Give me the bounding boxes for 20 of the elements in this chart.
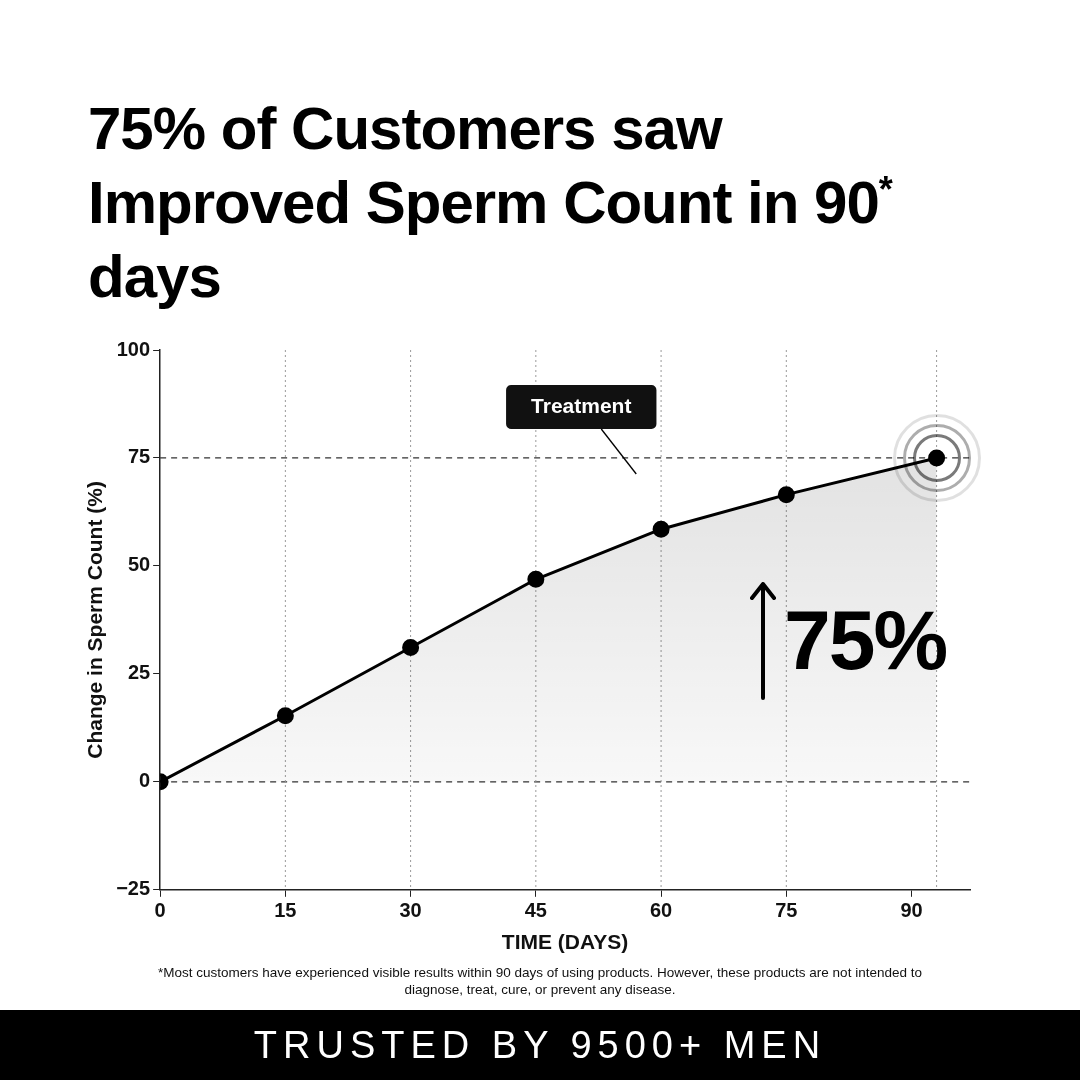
x-tick-label: 30 bbox=[399, 899, 422, 922]
y-tick-label: 0 bbox=[139, 769, 151, 792]
y-tick-label: 25 bbox=[127, 661, 151, 684]
y-tick-label: 75 bbox=[127, 445, 151, 468]
x-tick-label: 0 bbox=[154, 899, 166, 922]
text: TRUSTED BY 9500+ MEN bbox=[0, 1010, 1080, 1080]
x-tick-label: 90 bbox=[900, 899, 923, 922]
x-tick-label: 75 bbox=[775, 899, 798, 922]
annotation: Treatment bbox=[531, 393, 632, 417]
text: *Most customers have experienced visible results within 90 days of using products. However, these products are not intended to diagnose, treat, cure, or prevent any disease. bbox=[157, 964, 923, 998]
x-tick-label: 15 bbox=[274, 899, 297, 922]
y-axis-title: Change in Sperm Count (%) bbox=[83, 481, 107, 759]
annotation: 75% bbox=[784, 591, 947, 689]
y-tick-label: 100 bbox=[116, 337, 151, 360]
y-tick-label: 50 bbox=[127, 553, 151, 576]
x-tick-label: 60 bbox=[649, 899, 673, 922]
x-tick-label: 45 bbox=[524, 899, 547, 922]
chart-title: 75% of Customers saw Improved Sperm Count in 90$^{*}$ days bbox=[88, 95, 892, 310]
y-tick-label: −25 bbox=[116, 877, 151, 900]
x-axis-title: TIME (DAYS) bbox=[501, 930, 629, 954]
